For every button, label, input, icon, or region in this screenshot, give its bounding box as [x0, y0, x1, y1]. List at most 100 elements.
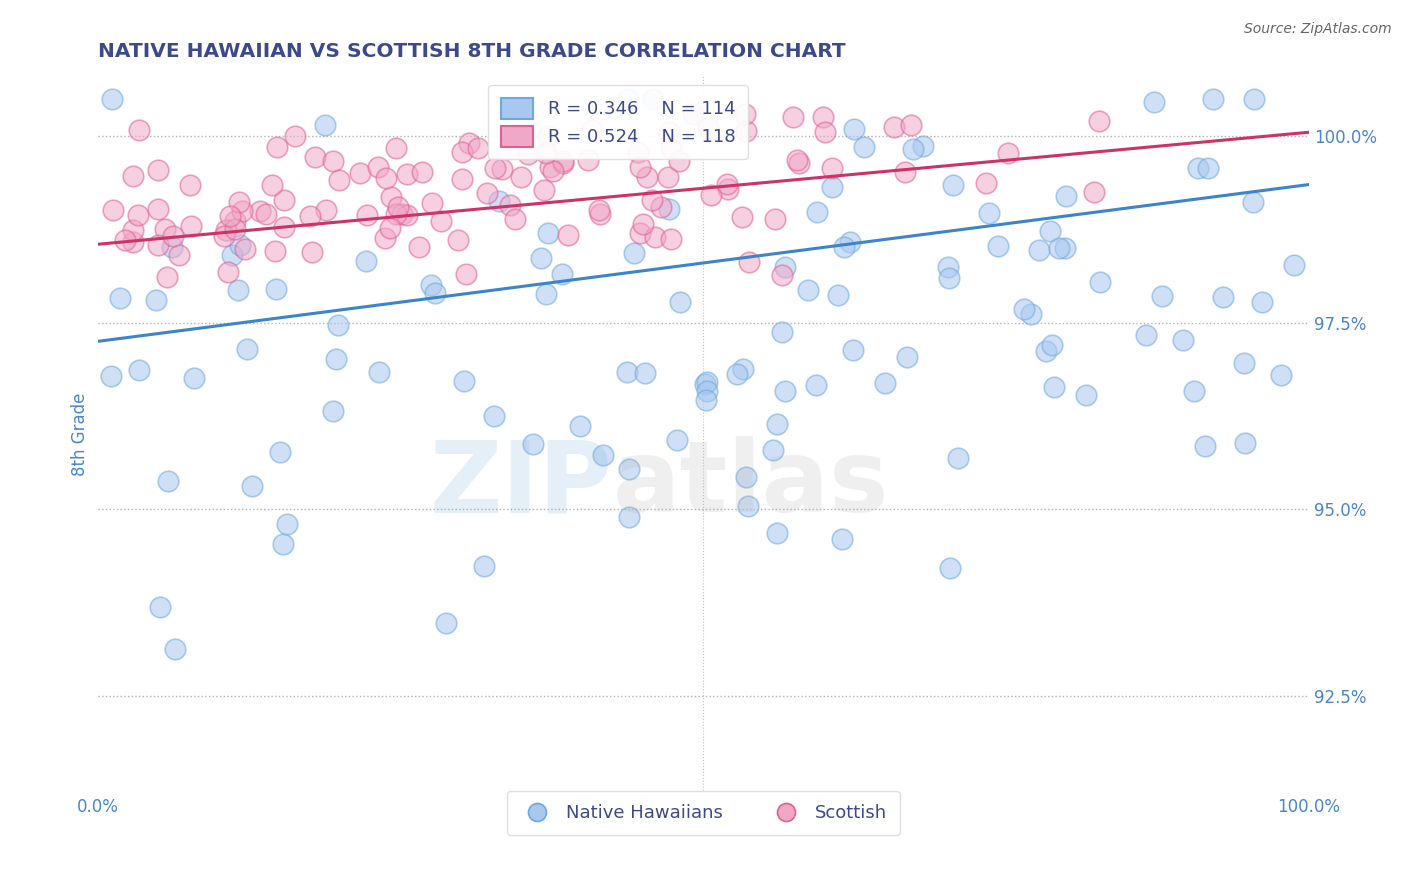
Point	[1233, 436, 1256, 450]
Point	[773, 260, 796, 274]
Point	[1270, 368, 1292, 382]
Y-axis label: 8th Grade: 8th Grade	[72, 393, 89, 476]
Point	[103, 203, 125, 218]
Point	[121, 169, 143, 184]
Point	[304, 151, 326, 165]
Point	[541, 163, 564, 178]
Point	[738, 254, 761, 268]
Point	[842, 121, 865, 136]
Point	[533, 183, 555, 197]
Point	[700, 187, 723, 202]
Point	[179, 178, 201, 193]
Point	[215, 222, 238, 236]
Point	[127, 208, 149, 222]
Point	[1282, 258, 1305, 272]
Point	[456, 267, 478, 281]
Point	[658, 125, 681, 139]
Point	[451, 172, 474, 186]
Point	[467, 141, 489, 155]
Point	[631, 217, 654, 231]
Point	[569, 418, 592, 433]
Point	[530, 252, 553, 266]
Point	[249, 203, 271, 218]
Point	[1087, 114, 1109, 128]
Point	[912, 139, 935, 153]
Point	[447, 233, 470, 247]
Point	[387, 200, 409, 214]
Point	[659, 231, 682, 245]
Point	[619, 510, 641, 524]
Text: Source: ZipAtlas.com: Source: ZipAtlas.com	[1244, 22, 1392, 37]
Point	[434, 615, 457, 630]
Point	[827, 287, 849, 301]
Point	[1171, 333, 1194, 347]
Point	[128, 363, 150, 377]
Point	[273, 193, 295, 207]
Text: ZIP: ZIP	[430, 436, 613, 533]
Point	[626, 145, 648, 159]
Point	[894, 165, 917, 179]
Point	[374, 170, 396, 185]
Point	[659, 140, 682, 154]
Point	[224, 214, 246, 228]
Point	[797, 283, 820, 297]
Point	[349, 166, 371, 180]
Point	[948, 450, 970, 465]
Point	[852, 139, 875, 153]
Point	[108, 291, 131, 305]
Point	[1019, 307, 1042, 321]
Point	[838, 235, 860, 249]
Point	[814, 125, 837, 139]
Point	[1054, 189, 1077, 203]
Point	[997, 145, 1019, 160]
Point	[391, 207, 413, 221]
Point	[162, 229, 184, 244]
Point	[499, 198, 522, 212]
Point	[165, 642, 187, 657]
Point	[214, 229, 236, 244]
Point	[183, 371, 205, 385]
Point	[900, 118, 922, 132]
Point	[224, 221, 246, 235]
Point	[1233, 356, 1256, 370]
Point	[484, 161, 506, 176]
Point	[491, 162, 513, 177]
Point	[328, 318, 350, 333]
Point	[273, 219, 295, 234]
Point	[1143, 95, 1166, 109]
Point	[510, 169, 533, 184]
Point	[716, 177, 738, 191]
Point	[873, 376, 896, 390]
Point	[522, 436, 544, 450]
Point	[553, 156, 575, 170]
Point	[657, 170, 679, 185]
Point	[301, 244, 323, 259]
Point	[1135, 328, 1157, 343]
Point	[668, 153, 690, 168]
Point	[553, 153, 575, 168]
Point	[537, 128, 560, 143]
Point	[325, 351, 347, 366]
Point	[666, 434, 689, 448]
Point	[576, 153, 599, 167]
Point	[380, 220, 402, 235]
Point	[763, 211, 786, 226]
Point	[634, 366, 657, 380]
Point	[770, 325, 793, 339]
Point	[939, 561, 962, 575]
Point	[145, 293, 167, 307]
Point	[733, 362, 755, 376]
Point	[1042, 380, 1064, 394]
Point	[458, 136, 481, 150]
Point	[477, 186, 499, 200]
Point	[356, 207, 378, 221]
Point	[557, 228, 579, 243]
Point	[641, 194, 664, 208]
Point	[537, 226, 560, 240]
Point	[842, 343, 865, 358]
Point	[936, 260, 959, 275]
Point	[411, 165, 433, 179]
Point	[146, 238, 169, 252]
Point	[269, 445, 291, 459]
Point	[1251, 294, 1274, 309]
